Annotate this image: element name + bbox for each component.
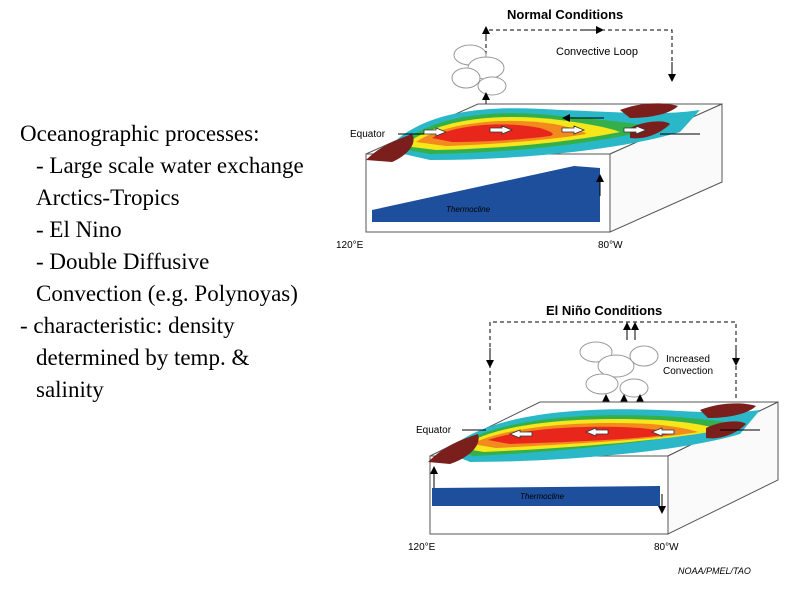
wind-arrow-3 <box>650 427 675 437</box>
wind-arrow-3 <box>561 125 586 135</box>
sst-warm-pool <box>432 124 553 142</box>
lon-80w-label: 80°W <box>598 240 623 251</box>
normal-cloud <box>451 44 507 96</box>
convective-loop-label: Convective Loop <box>556 46 638 58</box>
lon-80w-label: 80°W <box>654 542 679 553</box>
bullet-item-el-nino: - El Nino <box>36 217 122 242</box>
thermocline-label: Thermocline <box>446 205 491 214</box>
normal-conditions-diagram: Normal Conditions Convective Loop Thermo… <box>336 7 723 251</box>
equator-label: Equator <box>416 425 452 436</box>
el-nino-title: El Niño Conditions <box>546 303 662 318</box>
bullet-item-water-exchange: - Large scale water exchange Arctics-Tro… <box>36 153 304 210</box>
wind-arrow-2 <box>489 125 514 135</box>
west-land <box>366 134 414 162</box>
convective-loop-path <box>485 29 673 90</box>
wind-arrow-1 <box>423 127 448 137</box>
sst-warm-pool <box>488 426 672 444</box>
bullet-item-double-diffusive: - Double Diffusive Convection (e.g. Poly… <box>36 249 298 306</box>
convection-label-2: Convection <box>663 366 713 377</box>
bullet-list: Oceanographic processes: - Large scale w… <box>20 118 320 406</box>
wind-arrow-1 <box>508 429 533 439</box>
trade-winds <box>423 125 648 137</box>
lon-120e-label: 120°E <box>336 240 364 251</box>
equator-label: Equator <box>350 129 386 140</box>
credit-label: NOAA/PMEL/TAO <box>678 566 751 576</box>
east-land-south <box>630 121 670 139</box>
bullet-item-density: - characteristic: density determined by … <box>20 313 250 402</box>
lon-120e-label: 120°E <box>408 542 436 553</box>
wind-arrow-4 <box>623 125 648 135</box>
thermocline-layer <box>372 166 600 222</box>
thermocline-label: Thermocline <box>520 492 565 501</box>
wind-arrow-2 <box>584 427 609 437</box>
wind-arrows <box>508 427 675 439</box>
east-land-north <box>620 103 678 118</box>
convection-label-1: Increased <box>666 354 710 365</box>
bullet-heading: Oceanographic processes: <box>20 121 260 146</box>
west-land <box>428 434 479 464</box>
el-nino-cloud <box>579 341 659 398</box>
east-land-north <box>700 403 756 418</box>
thermocline-layer <box>432 486 660 506</box>
normal-title: Normal Conditions <box>507 7 623 22</box>
el-nino-conditions-diagram: El Niño Conditions Increased Convection … <box>408 303 779 553</box>
